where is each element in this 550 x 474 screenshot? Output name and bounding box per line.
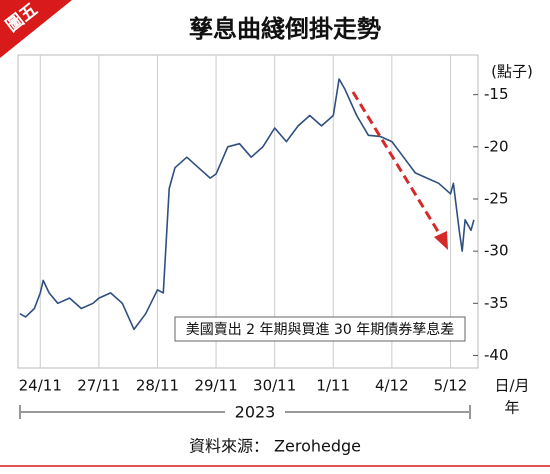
x-tick-label: 29/11 — [194, 377, 237, 395]
y-tick-label: -40 — [484, 346, 509, 364]
y-tick-label: -15 — [484, 85, 509, 103]
y-tick-label: -35 — [484, 294, 509, 312]
x-label-2: 年 — [504, 399, 519, 417]
x-tick-label: 4/12 — [375, 377, 409, 395]
source: 資料來源： Zerohedge — [189, 437, 361, 456]
x-tick-label: 1/11 — [316, 377, 350, 395]
annotation-box — [174, 316, 466, 342]
plot-frame — [17, 54, 479, 369]
x-label: 日/月 — [494, 377, 529, 395]
year: 2023 — [235, 403, 276, 422]
x-tick-label: 5/12 — [434, 377, 468, 395]
trend-arrow — [351, 91, 444, 239]
x-tick-label: 30/11 — [253, 377, 296, 395]
y-label: (點子) — [491, 63, 533, 81]
y-tick-label: -30 — [484, 242, 509, 260]
x-tick-label: 27/11 — [77, 377, 120, 395]
x-tick-label: 24/11 — [19, 377, 62, 395]
year-bg — [225, 402, 285, 422]
x-tick-label: 28/11 — [136, 377, 179, 395]
y-tick-label: -20 — [484, 137, 509, 155]
plot — [17, 54, 479, 369]
trend-arrowhead — [434, 231, 448, 250]
y-tick-label: -25 — [484, 189, 509, 207]
data-line — [19, 78, 475, 331]
badge-bg — [0, 0, 72, 58]
chart-title: 孳息曲綫倒掛走勢 — [189, 15, 381, 43]
annotation: 美國賣出 2 年期與買進 30 年期債券孳息差 — [186, 321, 455, 338]
